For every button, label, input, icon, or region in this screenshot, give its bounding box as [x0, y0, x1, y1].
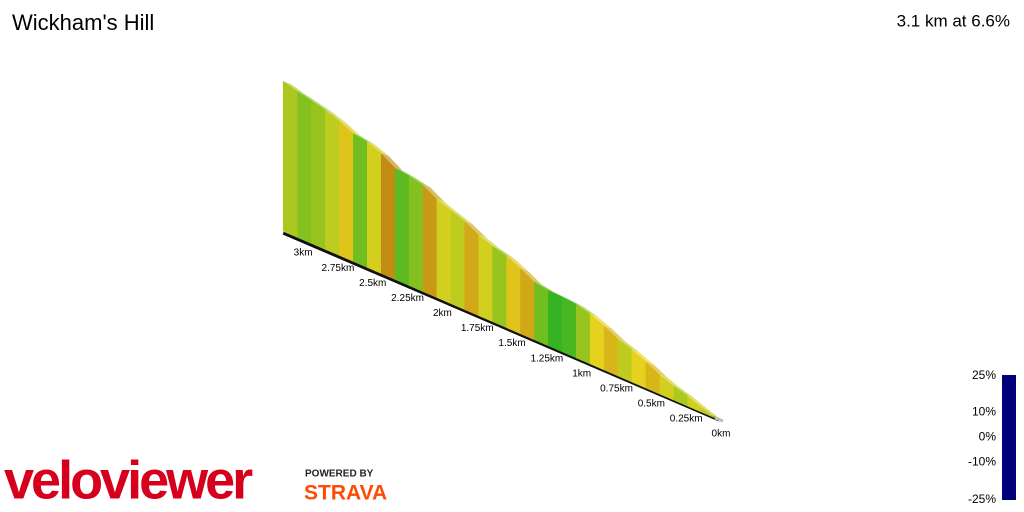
x-tick-label: 2km [433, 308, 452, 319]
logo: veloviewer [4, 450, 253, 510]
chart-title: Wickham's Hill [12, 10, 154, 35]
base-axis [282, 231, 720, 422]
start-edge [714, 416, 724, 423]
x-tick-label: 1km [572, 368, 591, 379]
segment-top [338, 120, 361, 137]
segment-top [297, 91, 320, 104]
segment-top [617, 338, 640, 353]
colorbar-label: -10% [968, 455, 996, 469]
gradient-segment [366, 141, 381, 274]
segment-top [561, 296, 584, 308]
segment-top [645, 361, 668, 378]
x-tick-label: 1.5km [498, 338, 525, 349]
segment-top [575, 304, 598, 317]
segment-top [659, 374, 682, 389]
gradient-segment [296, 90, 312, 244]
gradient-segment [561, 296, 576, 359]
x-tick-label: 2.75km [322, 263, 355, 274]
strava: STRAVA [304, 482, 387, 505]
x-tick-label: 3km [294, 248, 313, 259]
gradient-segment [338, 120, 354, 262]
gradient-segment [464, 220, 479, 316]
x-tick-label: 2.5km [359, 278, 386, 289]
colorbar-label: 10% [972, 405, 996, 419]
gradient-segment [324, 109, 340, 256]
segment-top [492, 246, 515, 259]
segment-top [283, 81, 306, 95]
gradient-segment [436, 198, 451, 304]
gradient-segment [505, 255, 521, 334]
x-tick-label: 0.5km [638, 398, 665, 409]
x-tick-label: 0km [712, 429, 731, 440]
segment-top [324, 109, 347, 124]
segment-top [450, 210, 473, 224]
segment-top [519, 268, 542, 285]
x-tick-label: 1.75km [461, 323, 494, 334]
x-tick-label: 2.25km [391, 293, 424, 304]
segment-top [408, 175, 431, 188]
segment-top [673, 385, 696, 399]
segment-top [533, 281, 556, 294]
gradient-segment [408, 175, 423, 292]
segment-top [464, 220, 487, 238]
segment-top [436, 198, 459, 214]
segment-top [311, 100, 333, 113]
segment-top [547, 290, 570, 300]
gradient-segment [380, 152, 395, 280]
gradient-segment [547, 289, 563, 353]
gradient-segment [282, 80, 298, 238]
segment-top [589, 313, 612, 329]
colorbar [1002, 375, 1016, 500]
x-tick-label: 0.25km [670, 414, 703, 425]
powered-by: POWERED BY [305, 469, 374, 480]
x-tick-label: 1.25km [530, 353, 563, 364]
gradient-segment [450, 209, 465, 310]
chart-subtitle: 3.1 km at 6.6% [897, 11, 1010, 30]
segment-top [687, 395, 710, 411]
gradient-segment [352, 132, 367, 268]
segment-top [631, 349, 654, 365]
colorbar-label: -25% [968, 492, 996, 506]
gradient-segment [310, 99, 326, 250]
gradient-segment [575, 303, 590, 365]
gradient-segment [533, 281, 549, 347]
segment-top [422, 184, 445, 202]
segment-top [352, 133, 375, 145]
colorbar-label: 25% [972, 368, 996, 382]
segment-top [478, 234, 501, 249]
gradient-segment [422, 183, 437, 298]
segment-top [366, 141, 389, 156]
segment-top [603, 325, 626, 342]
colorbar-label: 0% [979, 430, 997, 444]
gradient-segment [394, 167, 409, 286]
segment-top [506, 255, 528, 272]
gradient-segment [491, 245, 507, 328]
x-tick-label: 0.75km [600, 383, 633, 394]
segment-top [394, 167, 417, 179]
segment-top [380, 152, 403, 171]
gradient-segment [477, 234, 493, 322]
